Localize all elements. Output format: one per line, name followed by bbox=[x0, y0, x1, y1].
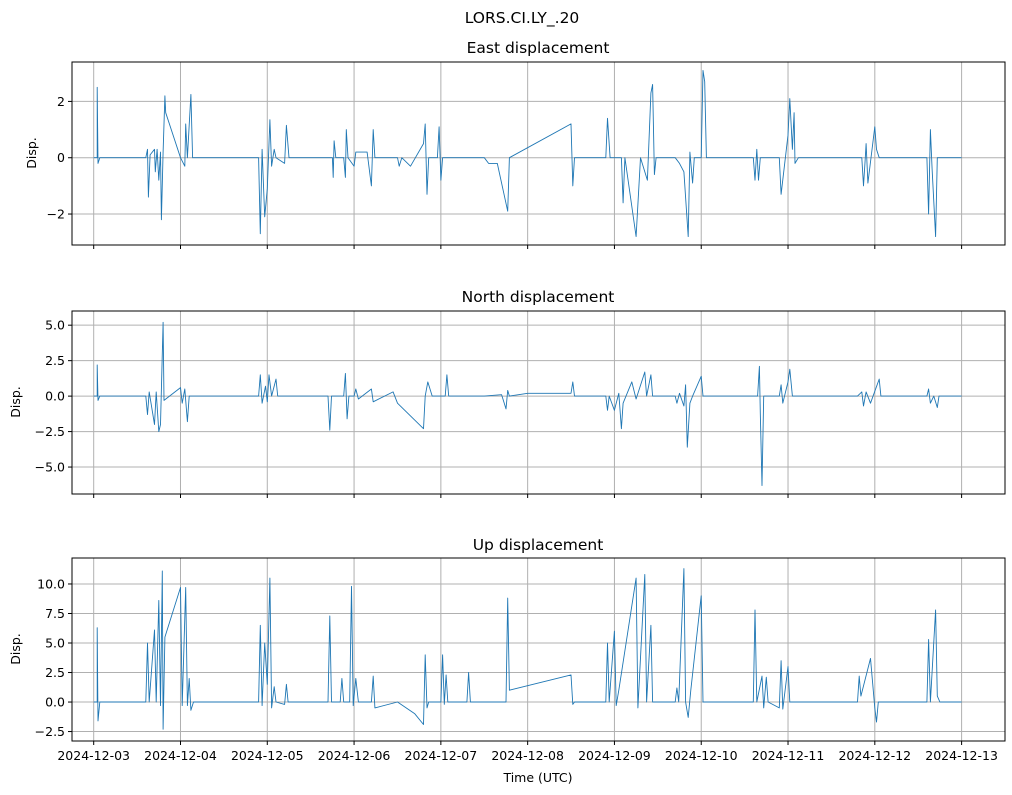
y-tick-label: 2 bbox=[57, 94, 65, 109]
x-tick-label: 2024-12-13 bbox=[925, 748, 998, 763]
ylabel-east: Disp. bbox=[24, 137, 39, 169]
panel-north: −5.0 −2.5 0.0 2.5 5.0 North displacement Dis… bbox=[8, 288, 1006, 498]
y-tick-label: 0 bbox=[57, 150, 65, 165]
y-tick-label: 10.0 bbox=[37, 576, 65, 591]
axes-title-north: North displacement bbox=[462, 288, 615, 306]
x-tick-label: 2024-12-10 bbox=[665, 748, 738, 763]
series-line-east bbox=[93, 69, 962, 238]
x-tick-label: 2024-12-08 bbox=[491, 748, 564, 763]
axes-frame-up bbox=[71, 557, 1006, 742]
y-tick-label: 5.0 bbox=[45, 318, 65, 333]
y-tick-label: −2.5 bbox=[35, 424, 65, 439]
ylabel-up: Disp. bbox=[8, 633, 23, 665]
panel-east: −2 0 2 East displacement Disp. bbox=[24, 39, 1006, 249]
ylabel-north: Disp. bbox=[8, 386, 23, 418]
xlabel-time: Time (UTC) bbox=[502, 770, 572, 785]
y-tick-label: −2.5 bbox=[35, 724, 65, 739]
y-tick-label: −5.0 bbox=[35, 460, 65, 475]
y-tick-label: 0.0 bbox=[45, 695, 65, 710]
series-line-up bbox=[93, 568, 962, 730]
y-tick-label: 0.0 bbox=[45, 389, 65, 404]
x-tick-label: 2024-12-03 bbox=[57, 748, 130, 763]
x-tick-label: 2024-12-04 bbox=[144, 748, 217, 763]
x-tick-label: 2024-12-05 bbox=[231, 748, 304, 763]
x-tick-label: 2024-12-07 bbox=[405, 748, 478, 763]
axes-title-east: East displacement bbox=[467, 39, 610, 57]
x-tick-label: 2024-12-09 bbox=[578, 748, 651, 763]
x-tick-label: 2024-12-06 bbox=[318, 748, 391, 763]
axes-frame-north bbox=[71, 310, 1006, 495]
y-tick-label: −2 bbox=[47, 207, 65, 222]
y-tick-label: 7.5 bbox=[45, 606, 65, 621]
axes-title-up: Up displacement bbox=[473, 536, 604, 554]
series-line-north bbox=[93, 321, 962, 486]
x-tick-label: 2024-12-12 bbox=[838, 748, 911, 763]
panel-up: −2.5 0.0 2.5 5.0 7.5 10.0 2024-12-03 2024-12-0… bbox=[8, 536, 1006, 785]
y-tick-label: 5.0 bbox=[45, 636, 65, 651]
y-tick-label: 2.5 bbox=[45, 353, 65, 368]
y-tick-label: 2.5 bbox=[45, 665, 65, 680]
figure-suptitle: LORS.CI.LY_.20 bbox=[465, 9, 580, 28]
x-tick-label: 2024-12-11 bbox=[752, 748, 825, 763]
axes-frame-east bbox=[71, 61, 1006, 246]
